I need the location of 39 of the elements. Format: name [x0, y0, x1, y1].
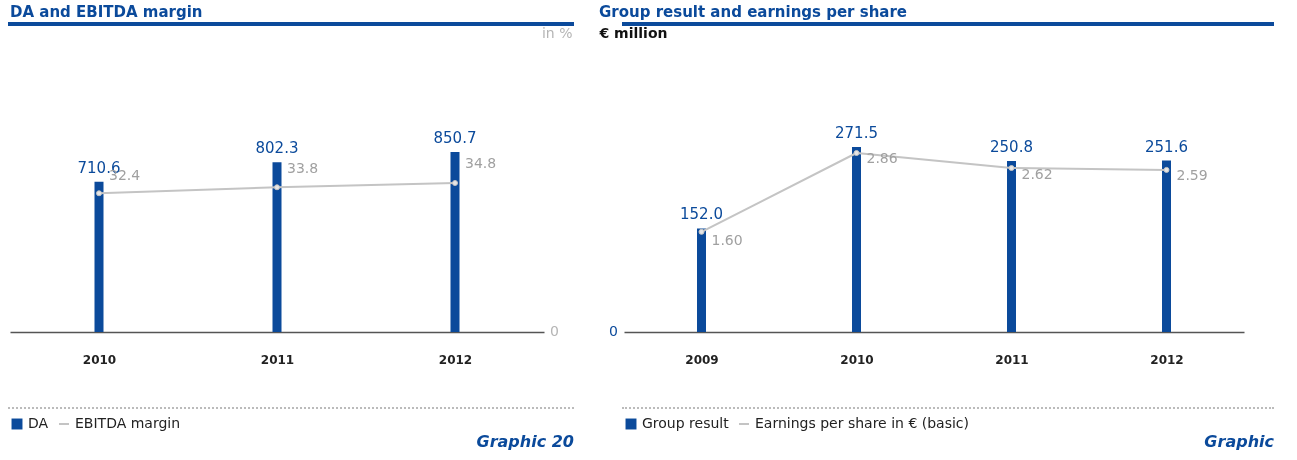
data-label: 34.8: [465, 155, 497, 171]
x-tick-label: 2010: [840, 352, 874, 367]
data-label: 271.5: [835, 124, 878, 142]
chart-title: DA and EBITDA margin: [10, 3, 203, 21]
y2-axis-title: in %: [541, 24, 573, 41]
bar: [1162, 160, 1171, 332]
data-label: 33.8: [287, 160, 319, 177]
legend-label: EBITDA margin: [75, 415, 181, 431]
point: [1008, 165, 1015, 172]
bar: [852, 147, 861, 332]
data-label: 2.86: [866, 150, 898, 166]
x-tick-label: 2010: [82, 352, 117, 367]
x-tick-label: 2011: [995, 352, 1029, 367]
bar: [1007, 161, 1016, 332]
data-label: 850.7: [433, 129, 477, 147]
data-label: 152.0: [680, 205, 723, 224]
data-label: 1.60: [711, 231, 743, 248]
legend-label: Group result: [642, 415, 730, 431]
y-axis-title: € million: [598, 24, 668, 41]
text: Graphic 20: [476, 432, 574, 451]
data-label: 250.8: [990, 138, 1033, 157]
point: [853, 150, 860, 156]
x-tick-label: 2009: [685, 352, 719, 367]
x-tick-label: 2011: [260, 352, 295, 367]
data-label: 802.3: [255, 139, 299, 158]
text: Graphic: [1204, 432, 1275, 451]
x-tick-label: 2012: [1150, 352, 1184, 367]
data-label: 2.59: [1176, 167, 1208, 184]
text: 0: [609, 323, 618, 339]
legend-label: DA: [28, 415, 49, 431]
bar: [697, 228, 706, 332]
x-tick-label: 2012: [438, 352, 473, 367]
data-label: 2.62: [1021, 165, 1053, 182]
text: 0: [550, 323, 559, 339]
legend-label: Earnings per share in € (basic): [755, 415, 970, 431]
point: [698, 228, 705, 235]
point: [1163, 166, 1170, 173]
chart-title: Group result and earnings per share: [599, 3, 908, 21]
data-label: 251.6: [1145, 137, 1188, 156]
